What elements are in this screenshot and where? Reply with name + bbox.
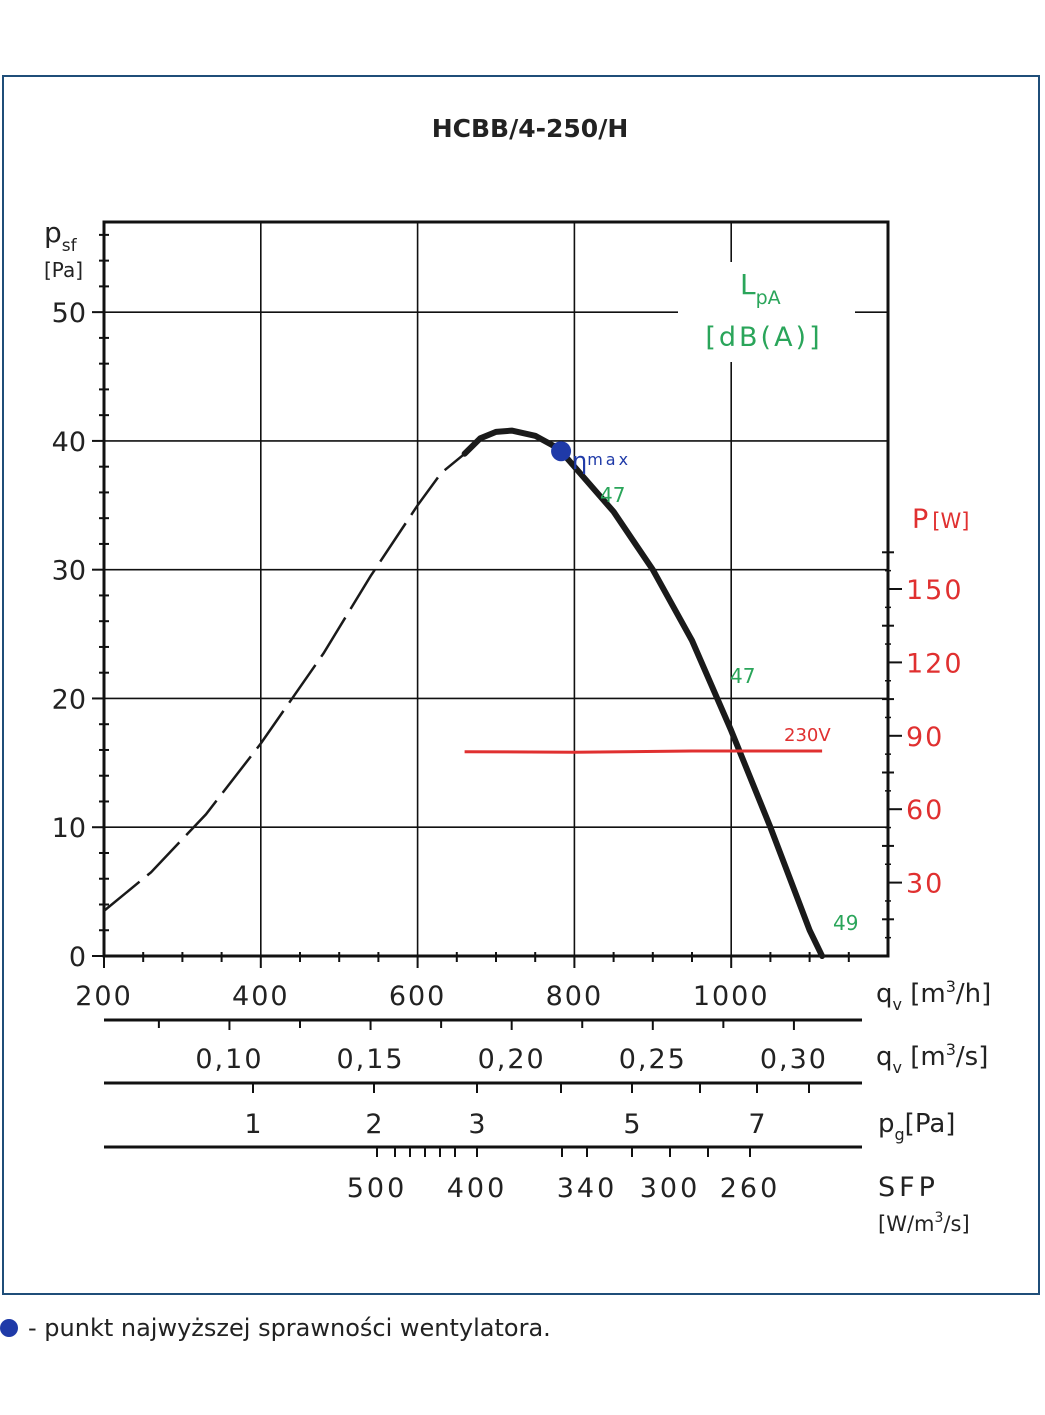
pg-tick-label: 5 — [623, 1109, 640, 1140]
power-tick-label: 60 — [906, 795, 944, 826]
y-tick-label: 10 — [52, 813, 86, 844]
pg-axis-label: pg[Pa] — [878, 1109, 955, 1144]
y-axis-unit: [Pa] — [44, 258, 83, 282]
sfp-tick-label: 500 — [347, 1173, 408, 1204]
y-tick-label: 40 — [52, 427, 86, 458]
pg-tick-label: 3 — [468, 1109, 485, 1140]
power-axis-label: P [W] — [912, 504, 969, 535]
eta-marker-icon — [0, 1319, 18, 1337]
power-tick-label: 150 — [906, 575, 964, 606]
sfp-tick-label: 260 — [720, 1173, 781, 1204]
sfp-axis-unit: [W/m3/s] — [878, 1210, 970, 1236]
label-backdrop — [700, 262, 825, 362]
sfp-tick-label: 400 — [447, 1173, 508, 1204]
eta-max-label: ηmax — [572, 447, 631, 475]
x-tick-label: 200 — [75, 981, 133, 1012]
power-tick-label: 30 — [906, 869, 944, 900]
y-tick-label: 20 — [52, 684, 86, 715]
chart-title: HCBB/4-250/H — [432, 114, 629, 143]
curve-dashed — [103, 452, 466, 912]
sfp-tick-label: 300 — [640, 1173, 701, 1204]
footnote-text: - punkt najwyższej sprawności wentylator… — [28, 1314, 551, 1342]
chart-frame — [2, 75, 1040, 1295]
m3s-tick-label: 0,30 — [760, 1044, 828, 1075]
m3s-tick-label: 0,15 — [336, 1044, 404, 1075]
sound-value-label: 47 — [600, 483, 625, 507]
x-axis-label: qv [m3/h] — [876, 977, 991, 1014]
sfp-tick-label: 340 — [557, 1173, 618, 1204]
fan-chart: HCBB/4-250/H 0 10 20 30 40 50 psf[Pa] 200 400 600 8… — [44, 114, 991, 1236]
x-tick-label: 800 — [546, 981, 604, 1012]
m3s-axis-label: qv [m3/s] — [876, 1040, 988, 1077]
sound-axis-unit: [dB(A)] — [705, 322, 822, 353]
m3s-tick-label: 0,20 — [478, 1044, 546, 1075]
curve-solid — [461, 427, 826, 959]
sound-axis-label: LpA — [740, 268, 781, 309]
y-axis-label: psf — [44, 216, 78, 256]
pg-tick-label: 7 — [748, 1109, 765, 1140]
m3s-tick-label: 0,10 — [195, 1044, 263, 1075]
y-tick-label: 30 — [52, 556, 86, 587]
pg-tick-label: 1 — [244, 1109, 261, 1140]
y-tick-label: 50 — [52, 298, 86, 329]
eta-max-point — [551, 441, 572, 462]
x-tick-label: 600 — [389, 981, 447, 1012]
footnote: - punkt najwyższej sprawności wentylator… — [0, 1312, 551, 1344]
y-tick-label: 0 — [69, 942, 86, 973]
x-tick-label: 1000 — [693, 981, 770, 1012]
sound-value-label: 47 — [730, 664, 755, 688]
sfp-axis-label: SFP — [878, 1172, 939, 1203]
power-line-label: 230V — [784, 725, 831, 746]
m3s-tick-label: 0,25 — [619, 1044, 687, 1075]
power-tick-label: 90 — [906, 722, 944, 753]
pg-tick-label: 2 — [365, 1109, 382, 1140]
sound-value-label: 49 — [833, 911, 858, 935]
x-tick-label: 400 — [232, 981, 290, 1012]
power-tick-label: 120 — [906, 648, 964, 679]
power-line — [464, 749, 823, 754]
